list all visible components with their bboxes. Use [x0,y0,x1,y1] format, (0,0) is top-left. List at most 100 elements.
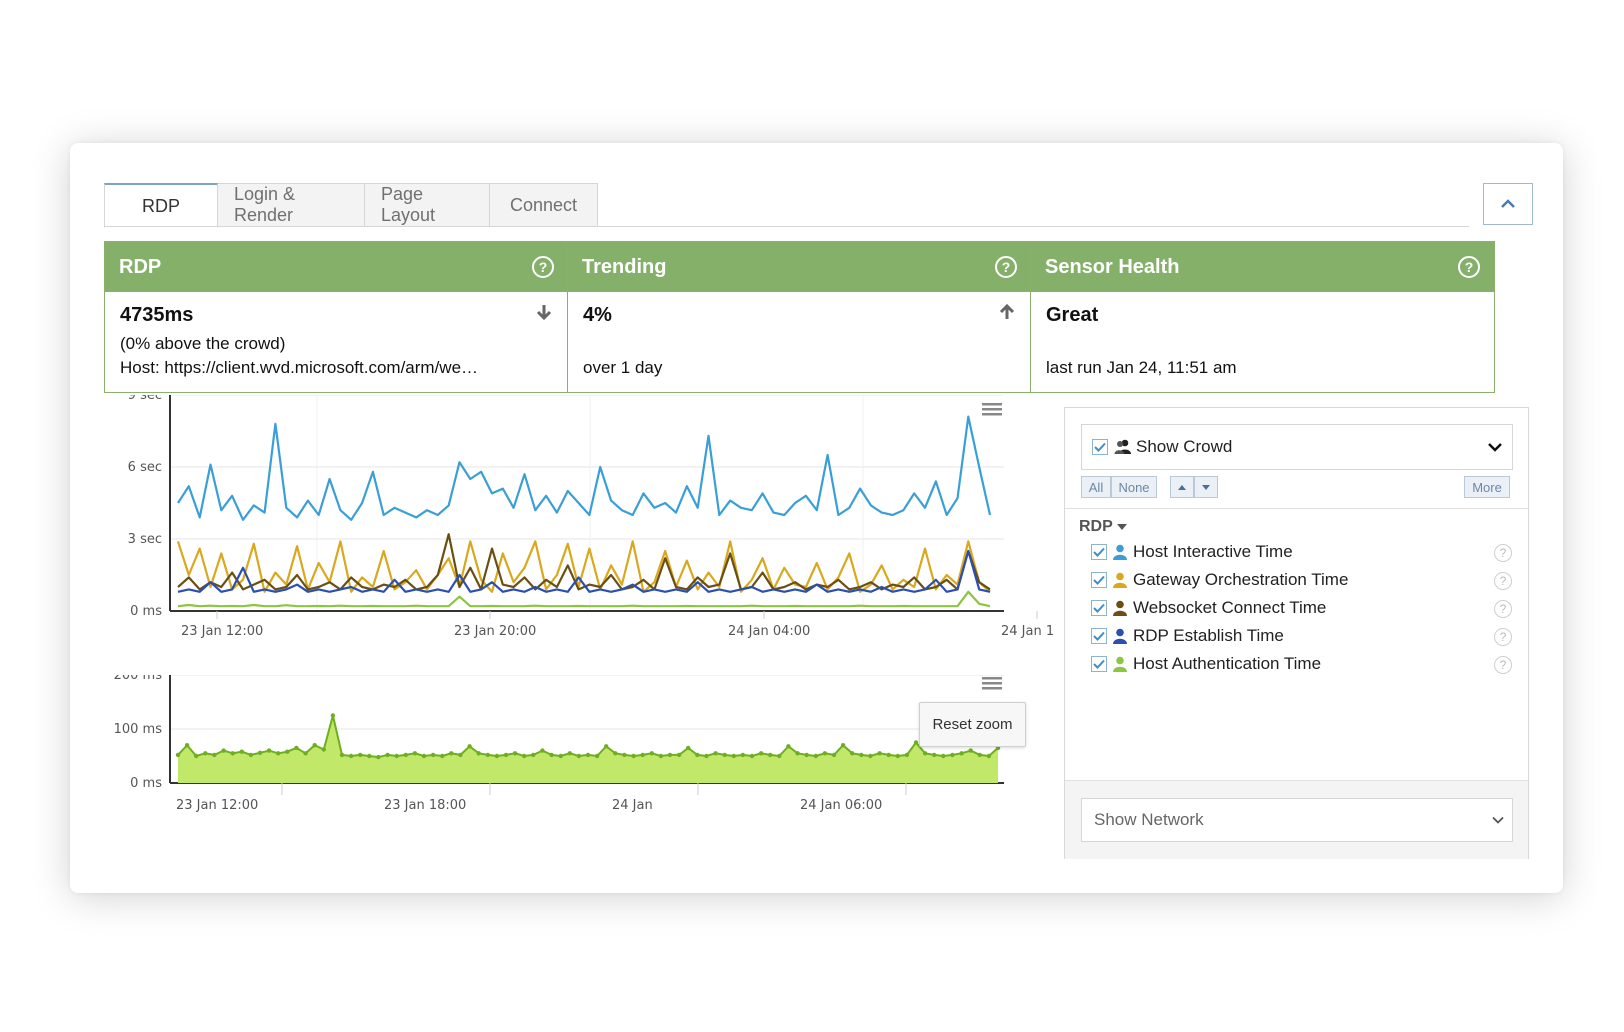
navigator-chart[interactable]: 200 ms 100 ms 0 ms 23 Jan 12:00 23 Jan 18:00… [104,675,1054,840]
help-icon[interactable]: ? [532,256,554,278]
checkbox-checked-icon[interactable] [1091,572,1107,588]
data-point [494,753,500,759]
sensor-health-panel: Sensor Health ? Great last run Jan 24, 1… [1030,241,1495,393]
trending-panel-title: Trending [582,255,667,278]
series-toggle-row[interactable]: Websocket Connect Time [1091,596,1326,620]
x-tick-label: 23 Jan 12:00 [181,624,263,639]
rdp-timing-chart[interactable]: 9 sec 6 sec 3 sec 0 ms 23 Jan 12:00 23 Jan 20… [104,395,1054,655]
y-tick-label: 100 ms [114,722,163,737]
person-icon [1113,628,1127,644]
tab-login-render[interactable]: Login & Render [218,183,365,227]
data-point [704,753,709,759]
x-tick-label: 23 Jan 12:00 [176,798,258,813]
data-point [348,753,354,759]
series-toggle-row[interactable]: Host Interactive Time [1091,540,1293,564]
data-point [840,743,846,748]
data-point [986,753,992,759]
crowd-icon [1114,439,1131,454]
data-point [567,751,572,756]
more-button[interactable]: More [1464,476,1510,498]
data-point [831,752,837,758]
rdp-crowd-compare: (0% above the crowd) [120,334,286,353]
data-point [503,752,509,758]
show-network-dropdown[interactable]: Show Network [1081,798,1513,842]
help-icon[interactable]: ? [1494,656,1512,674]
series-toggle-row[interactable]: Gateway Orchestration Time [1091,568,1348,592]
checkbox-checked-icon[interactable] [1091,628,1107,644]
data-point [257,750,263,755]
show-crowd-dropdown[interactable]: Show Crowd [1081,424,1513,470]
data-point [713,751,718,756]
help-icon[interactable]: ? [1494,544,1512,562]
select-none-button[interactable]: None [1111,476,1157,498]
data-point [913,740,919,745]
data-point [376,754,381,760]
data-point [412,751,418,756]
series-line-2 [177,533,991,591]
checkbox-checked-icon[interactable] [1091,600,1107,616]
data-point [285,749,290,754]
x-tick-label: 24 Jan 06:00 [800,798,882,813]
help-icon[interactable]: ? [1494,600,1512,618]
help-icon[interactable]: ? [995,256,1017,278]
data-point [358,752,363,758]
series-toggle-row[interactable]: RDP Establish Time [1091,624,1284,648]
trending-panel: Trending ? 4% over 1 day [567,241,1032,393]
data-point [658,753,664,759]
arrow-up-icon [999,303,1015,319]
rdp-host: Host: https://client.wvd.microsoft.com/a… [120,358,479,377]
x-tick-label: 23 Jan 20:00 [454,624,536,639]
select-all-button[interactable]: All [1081,476,1111,498]
data-point [686,745,691,751]
series-label: Websocket Connect Time [1133,598,1327,617]
move-up-button[interactable] [1170,476,1194,498]
rdp-panel-title: RDP [119,255,162,278]
data-point [622,752,627,758]
menu-bar [982,403,1002,406]
data-point [695,752,700,758]
tab-page-layout[interactable]: Page Layout [365,183,490,227]
help-icon[interactable]: ? [1494,628,1512,646]
show-network-label: Show Network [1094,810,1204,829]
person-icon [1113,656,1127,672]
data-point [294,745,299,751]
rdp-panel-header: RDP ? [105,242,568,292]
move-down-button[interactable] [1194,476,1218,498]
help-icon[interactable]: ? [1458,256,1480,278]
x-tick-label: 24 Jan 1 [1001,624,1054,639]
data-point [749,753,755,759]
menu-bar [982,687,1002,690]
data-point [476,751,481,756]
data-point [758,751,764,756]
rdp-panel: RDP ? 4735ms (0% above the crowd) Host: … [104,241,569,393]
data-point [403,752,408,758]
tab-connect[interactable]: Connect [490,183,598,227]
menu-bar [982,682,1002,685]
help-icon[interactable]: ? [1494,572,1512,590]
data-point [886,752,891,758]
rdp-group-toggle[interactable]: RDP [1079,518,1127,536]
series-line-1 [176,540,991,593]
reset-zoom-button[interactable]: Reset zoom [919,702,1026,747]
data-point [421,753,427,759]
data-point [540,748,545,753]
series-toggle-row[interactable]: Host Authentication Time [1091,652,1321,676]
data-point [230,751,235,756]
tab-rdp[interactable]: RDP [104,183,218,228]
data-point [339,752,345,758]
data-point [385,752,390,758]
caret-down-icon [1116,524,1127,530]
data-point [977,752,982,758]
data-point [248,752,254,758]
checkbox-checked-icon[interactable] [1091,544,1107,560]
collapse-button[interactable] [1483,183,1533,225]
checkbox-checked-icon[interactable] [1092,439,1108,455]
data-point [722,752,727,758]
checkbox-checked-icon[interactable] [1091,656,1107,672]
data-point [813,753,818,759]
rdp-group-label: RDP [1079,518,1113,535]
data-point [904,752,910,758]
data-point [950,752,955,758]
data-point [604,744,609,749]
data-point [449,751,454,756]
